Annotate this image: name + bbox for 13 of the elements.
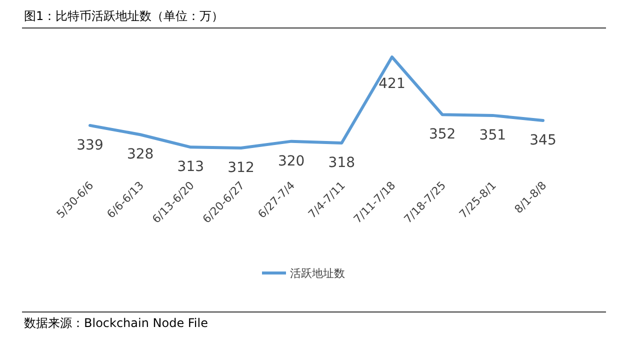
data-label: 351 [479,127,506,144]
chart-title: 图1：比特币活跃地址数（单位：万） [24,9,224,23]
source-note: 数据来源：Blockchain Node File [24,316,208,330]
data-label: 313 [177,159,204,176]
data-label: 421 [378,76,406,92]
data-label: 318 [328,154,356,171]
data-label: 352 [428,126,456,143]
data-label: 345 [530,132,556,148]
data-label: 320 [278,153,305,170]
data-label: 339 [76,137,104,154]
data-label: 312 [228,160,254,176]
data-label: 328 [126,146,154,163]
legend-label: 活跃地址数 [290,267,345,280]
